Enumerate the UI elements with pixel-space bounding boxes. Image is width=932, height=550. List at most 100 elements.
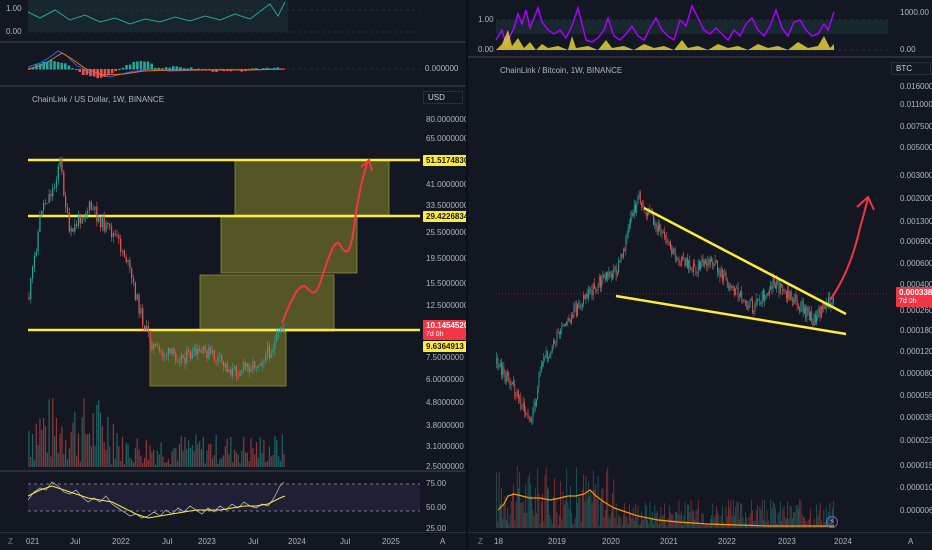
candle-body bbox=[684, 258, 686, 266]
volume-bar bbox=[794, 512, 796, 528]
volume-bar bbox=[554, 478, 556, 528]
candle-body bbox=[103, 216, 105, 232]
candle-body bbox=[696, 272, 698, 274]
volume-bar bbox=[677, 514, 679, 528]
left-price-tick: 65.0000000 bbox=[426, 134, 466, 143]
volume-bar bbox=[540, 501, 542, 528]
candle-body bbox=[613, 268, 615, 274]
candle-body bbox=[771, 285, 773, 289]
volume-bar bbox=[241, 450, 243, 467]
candle-body bbox=[77, 214, 80, 226]
left-price-tick: 2.5000000 bbox=[426, 462, 464, 471]
right-price-panel[interactable]: ChainLink / Bitcoin, 1W, BINANCE BTC 0.0… bbox=[468, 58, 932, 532]
volume-bar bbox=[208, 444, 210, 467]
macd-bar bbox=[103, 69, 107, 77]
candle-body bbox=[624, 249, 626, 251]
left-chart[interactable]: 1.00 0.00 0.000000 ChainLink / US Dollar… bbox=[0, 0, 466, 550]
candle-body bbox=[737, 287, 739, 298]
volume-bar bbox=[136, 438, 138, 467]
candle-body bbox=[655, 223, 657, 229]
volume-bar bbox=[668, 505, 670, 528]
volume-bar bbox=[582, 489, 583, 528]
candle-body bbox=[784, 290, 786, 292]
macd-bar bbox=[193, 69, 197, 70]
volume-bar bbox=[77, 433, 80, 467]
volume-bar bbox=[277, 456, 280, 467]
right-top-indicator[interactable]: 1.00 0.00 1000.00 0.00 bbox=[468, 0, 932, 56]
volume-bar bbox=[790, 506, 792, 528]
macd-bar bbox=[226, 69, 229, 71]
candle-body bbox=[503, 366, 505, 372]
candle-body bbox=[143, 325, 146, 330]
volume-bar bbox=[718, 514, 720, 528]
right-chart[interactable]: 1.00 0.00 1000.00 0.00 ChainLink / Bitco… bbox=[468, 0, 932, 550]
volume-bar bbox=[796, 504, 798, 528]
candle-body bbox=[578, 304, 580, 306]
left-macd-tick: 0.000000 bbox=[425, 64, 459, 73]
volume-bar bbox=[811, 525, 813, 528]
left-macd-panel[interactable]: 0.000000 bbox=[0, 43, 466, 85]
left-separator-2[interactable] bbox=[0, 85, 466, 87]
macd-bar bbox=[276, 67, 279, 70]
candle-body bbox=[169, 348, 171, 354]
volume-bar bbox=[98, 400, 100, 467]
candle-body bbox=[63, 172, 65, 196]
volume-bar bbox=[66, 459, 69, 467]
volume-bar bbox=[162, 456, 164, 467]
candle-body bbox=[191, 351, 193, 359]
right-time-axis[interactable]: Z 18 2019 2020 2021 2022 2023 2024 A bbox=[468, 532, 932, 550]
volume-bar bbox=[711, 514, 712, 528]
left-x-label: 021 bbox=[26, 537, 40, 546]
left-price-tick: 15.5000000 bbox=[426, 279, 466, 288]
volume-bar bbox=[171, 451, 173, 467]
candle-body bbox=[690, 268, 692, 271]
left-price-panel[interactable]: ChainLink / US Dollar, 1W, BINANCE USD 8… bbox=[0, 87, 466, 471]
left-top-indicator[interactable]: 1.00 0.00 bbox=[0, 0, 420, 40]
volume-bar bbox=[532, 509, 534, 528]
volume-bar bbox=[665, 520, 667, 528]
right-auto-scale-button[interactable]: A bbox=[908, 537, 914, 546]
candle-body bbox=[823, 303, 825, 310]
volume-bar bbox=[197, 444, 199, 467]
volume-bar bbox=[507, 507, 508, 528]
candle-body bbox=[37, 231, 39, 252]
lightning-icon[interactable]: ⚡ bbox=[826, 516, 838, 528]
volume-bar bbox=[638, 525, 640, 528]
candle-body bbox=[725, 272, 727, 280]
volume-bar bbox=[99, 412, 102, 467]
volume-bar bbox=[741, 503, 743, 528]
right-separator-1[interactable] bbox=[468, 56, 932, 58]
candle-body bbox=[514, 383, 516, 397]
candle-body bbox=[656, 228, 658, 232]
candle-body bbox=[515, 396, 517, 397]
volume-bar bbox=[714, 514, 716, 528]
left-unit-label[interactable]: USD bbox=[423, 91, 463, 104]
volume-bar bbox=[744, 511, 746, 528]
volume-bar bbox=[132, 462, 135, 467]
candle-body bbox=[120, 238, 122, 252]
candle-body bbox=[497, 357, 499, 368]
left-rsi-panel[interactable]: 75.00 50.00 25.00 bbox=[0, 472, 466, 533]
candle-body bbox=[200, 351, 203, 353]
candle-body bbox=[171, 348, 173, 354]
volume-bar bbox=[725, 506, 727, 528]
candle-body bbox=[767, 293, 769, 294]
volume-bar bbox=[68, 448, 70, 467]
left-x-label: 2023 bbox=[198, 537, 216, 546]
right-unit-label[interactable]: BTC bbox=[891, 62, 931, 75]
candle-body bbox=[808, 311, 810, 320]
chart-divider[interactable] bbox=[466, 0, 468, 550]
volume-bar bbox=[596, 498, 598, 528]
left-time-axis[interactable]: Z 021 Jul 2022 Jul 2023 Jul 2024 Jul 202… bbox=[0, 532, 466, 550]
z-icon[interactable]: Z bbox=[8, 537, 13, 546]
left-auto-scale-button[interactable]: A bbox=[440, 537, 446, 546]
z-icon[interactable]: Z bbox=[478, 537, 483, 546]
candle-body bbox=[54, 187, 56, 189]
left-separator-3[interactable] bbox=[0, 470, 466, 472]
candle-body bbox=[530, 418, 531, 420]
volume-bar bbox=[153, 449, 155, 467]
volume-bar bbox=[233, 449, 236, 467]
left-separator-1[interactable] bbox=[0, 41, 466, 43]
